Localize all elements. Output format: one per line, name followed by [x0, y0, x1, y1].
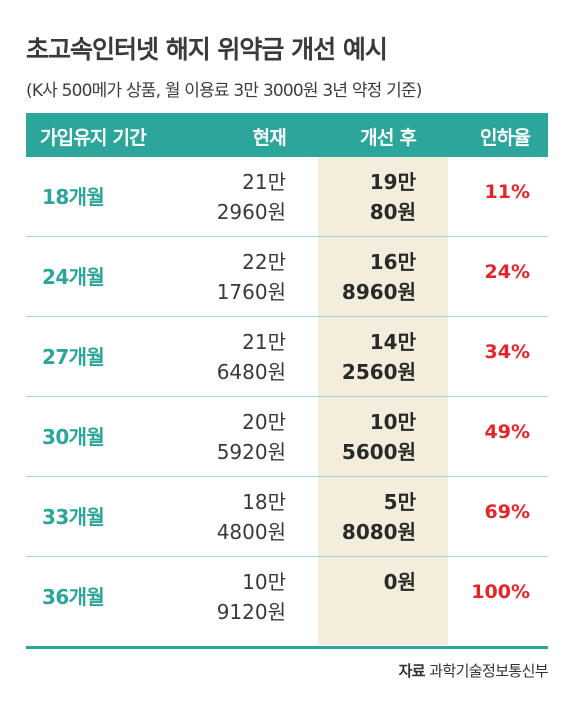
- row-current: 21만 2960원: [216, 170, 286, 224]
- source-note: 자료 과학기술정보통신부: [398, 660, 549, 681]
- row-separator: [26, 556, 548, 557]
- source-label: 자료: [398, 662, 426, 680]
- header-reduction: 인하율: [479, 127, 531, 149]
- table-bottom-border: [26, 646, 548, 649]
- row-current: 20만 5920원: [216, 410, 286, 464]
- row-current: 10만 9120원: [216, 570, 286, 624]
- penalty-table: 가입유지 기간 현재 개선 후 인하율 18개월 21만 2960원 19만 80원…: [26, 113, 548, 650]
- row-reduction: 49%: [484, 421, 530, 443]
- page-subtitle: (K사 500메가 상품, 월 이용료 3만 3000원 3년 약정 기준): [26, 81, 422, 101]
- page-title: 초고속인터넷 해지 위약금 개선 예시: [26, 35, 388, 64]
- row-period: 24개월: [42, 265, 105, 289]
- row-separator: [26, 396, 548, 397]
- row-period: 30개월: [42, 425, 105, 449]
- row-period: 18개월: [42, 185, 105, 209]
- row-reduction: 34%: [484, 341, 530, 363]
- row-separator: [26, 476, 548, 477]
- table-row: 18개월 21만 2960원 19만 80원 11%: [26, 157, 548, 237]
- header-current: 현재: [252, 127, 287, 149]
- table-row: 30개월 20만 5920원 10만 5600원 49%: [26, 397, 548, 477]
- row-reduction: 69%: [484, 501, 530, 523]
- row-current: 18만 4800원: [216, 490, 286, 544]
- header-improved: 개선 후: [360, 127, 417, 149]
- table-row: 27개월 21만 6480원 14만 2560원 34%: [26, 317, 548, 397]
- row-improved: 16만 8960원: [341, 250, 416, 304]
- row-period: 33개월: [42, 505, 105, 529]
- table-row: 36개월 10만 9120원 0원 100%: [26, 557, 548, 637]
- table-row: 33개월 18만 4800원 5만 8080원 69%: [26, 477, 548, 557]
- table-header: 가입유지 기간 현재 개선 후 인하율: [26, 113, 548, 157]
- row-improved: 19만 80원: [369, 170, 416, 224]
- row-current: 22만 1760원: [216, 250, 286, 304]
- row-improved: 14만 2560원: [341, 330, 416, 384]
- table-row: 24개월 22만 1760원 16만 8960원 24%: [26, 237, 548, 317]
- header-period: 가입유지 기간: [40, 127, 147, 149]
- row-improved: 0원: [383, 570, 416, 594]
- row-separator: [26, 316, 548, 317]
- row-separator: [26, 236, 548, 237]
- row-improved: 10만 5600원: [341, 410, 416, 464]
- row-reduction: 11%: [484, 181, 530, 203]
- row-improved: 5만 8080원: [341, 490, 416, 544]
- row-reduction: 24%: [484, 261, 530, 283]
- row-current: 21만 6480원: [216, 330, 286, 384]
- improved-column-highlight: [318, 157, 448, 645]
- row-period: 27개월: [42, 345, 105, 369]
- row-reduction: 100%: [471, 581, 530, 603]
- source-text: 과학기술정보통신부: [429, 662, 548, 680]
- row-period: 36개월: [42, 585, 105, 609]
